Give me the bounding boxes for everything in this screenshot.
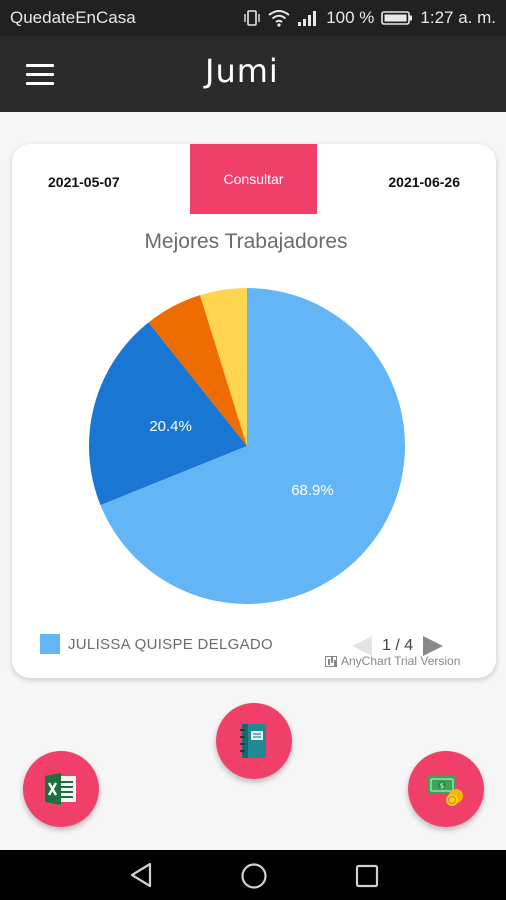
end-date[interactable]: 2021-06-26 bbox=[388, 174, 460, 190]
svg-text:$: $ bbox=[440, 782, 444, 790]
pie-slice-4[interactable] bbox=[200, 288, 247, 446]
prev-page-icon[interactable] bbox=[352, 636, 372, 656]
legend-entry: JULISSA QUISPE DELGADO bbox=[68, 635, 273, 653]
app-title: Jumi bbox=[205, 52, 279, 90]
excel-export-button[interactable] bbox=[23, 751, 99, 827]
next-page-icon[interactable] bbox=[423, 636, 444, 656]
excel-icon bbox=[45, 773, 76, 805]
watermark-text: AnyChart Trial Version bbox=[341, 654, 461, 668]
signal-icon bbox=[298, 11, 317, 26]
battery-percent: 100 % bbox=[326, 8, 375, 27]
payments-button[interactable]: $ bbox=[408, 751, 484, 827]
status-bar: QuedateEnCasa 100 % 1:27 a. m. bbox=[0, 0, 506, 36]
recent-apps-icon[interactable] bbox=[355, 864, 379, 888]
wifi-icon bbox=[268, 10, 290, 27]
pie-chart: 68.9% 20.4% bbox=[88, 288, 405, 604]
pie-slice-label-1: 68.9% bbox=[291, 482, 334, 499]
status-icons: 100 % 1:27 a. m. bbox=[243, 8, 496, 28]
vibrate-icon bbox=[244, 10, 260, 26]
legend-page-indicator: 1 / 4 bbox=[382, 637, 414, 654]
consult-button[interactable]: Consultar bbox=[190, 144, 317, 214]
carrier-name: QuedateEnCasa bbox=[10, 8, 136, 27]
start-date[interactable]: 2021-05-07 bbox=[48, 174, 120, 190]
pie-slice-1[interactable] bbox=[100, 288, 405, 604]
legend-pager: 1 / 4 bbox=[352, 636, 444, 656]
money-icon: $ bbox=[428, 776, 463, 806]
back-icon[interactable] bbox=[128, 862, 154, 888]
app-bar: Jumi bbox=[0, 36, 506, 112]
system-nav-bar bbox=[0, 850, 506, 900]
chart-card: 2021-05-07 Consultar 2021-06-26 Mejores … bbox=[12, 144, 496, 678]
legend-swatch bbox=[40, 634, 60, 654]
home-icon[interactable] bbox=[240, 862, 268, 890]
pie-slice-2[interactable] bbox=[88, 322, 247, 506]
legend: JULISSA QUISPE DELGADO bbox=[40, 634, 273, 654]
pie-slice-3[interactable] bbox=[148, 295, 247, 446]
chart-logo-icon bbox=[325, 655, 337, 667]
notebook-button[interactable] bbox=[216, 703, 292, 779]
pie-slice-label-2: 20.4% bbox=[149, 418, 192, 435]
chart-watermark: AnyChart Trial Version bbox=[325, 654, 460, 668]
clock: 1:27 a. m. bbox=[420, 8, 496, 27]
hamburger-menu-icon[interactable] bbox=[26, 64, 54, 86]
battery-icon bbox=[381, 11, 413, 25]
notebook-icon bbox=[240, 724, 266, 758]
chart-title: Mejores Trabajadores bbox=[144, 230, 348, 253]
